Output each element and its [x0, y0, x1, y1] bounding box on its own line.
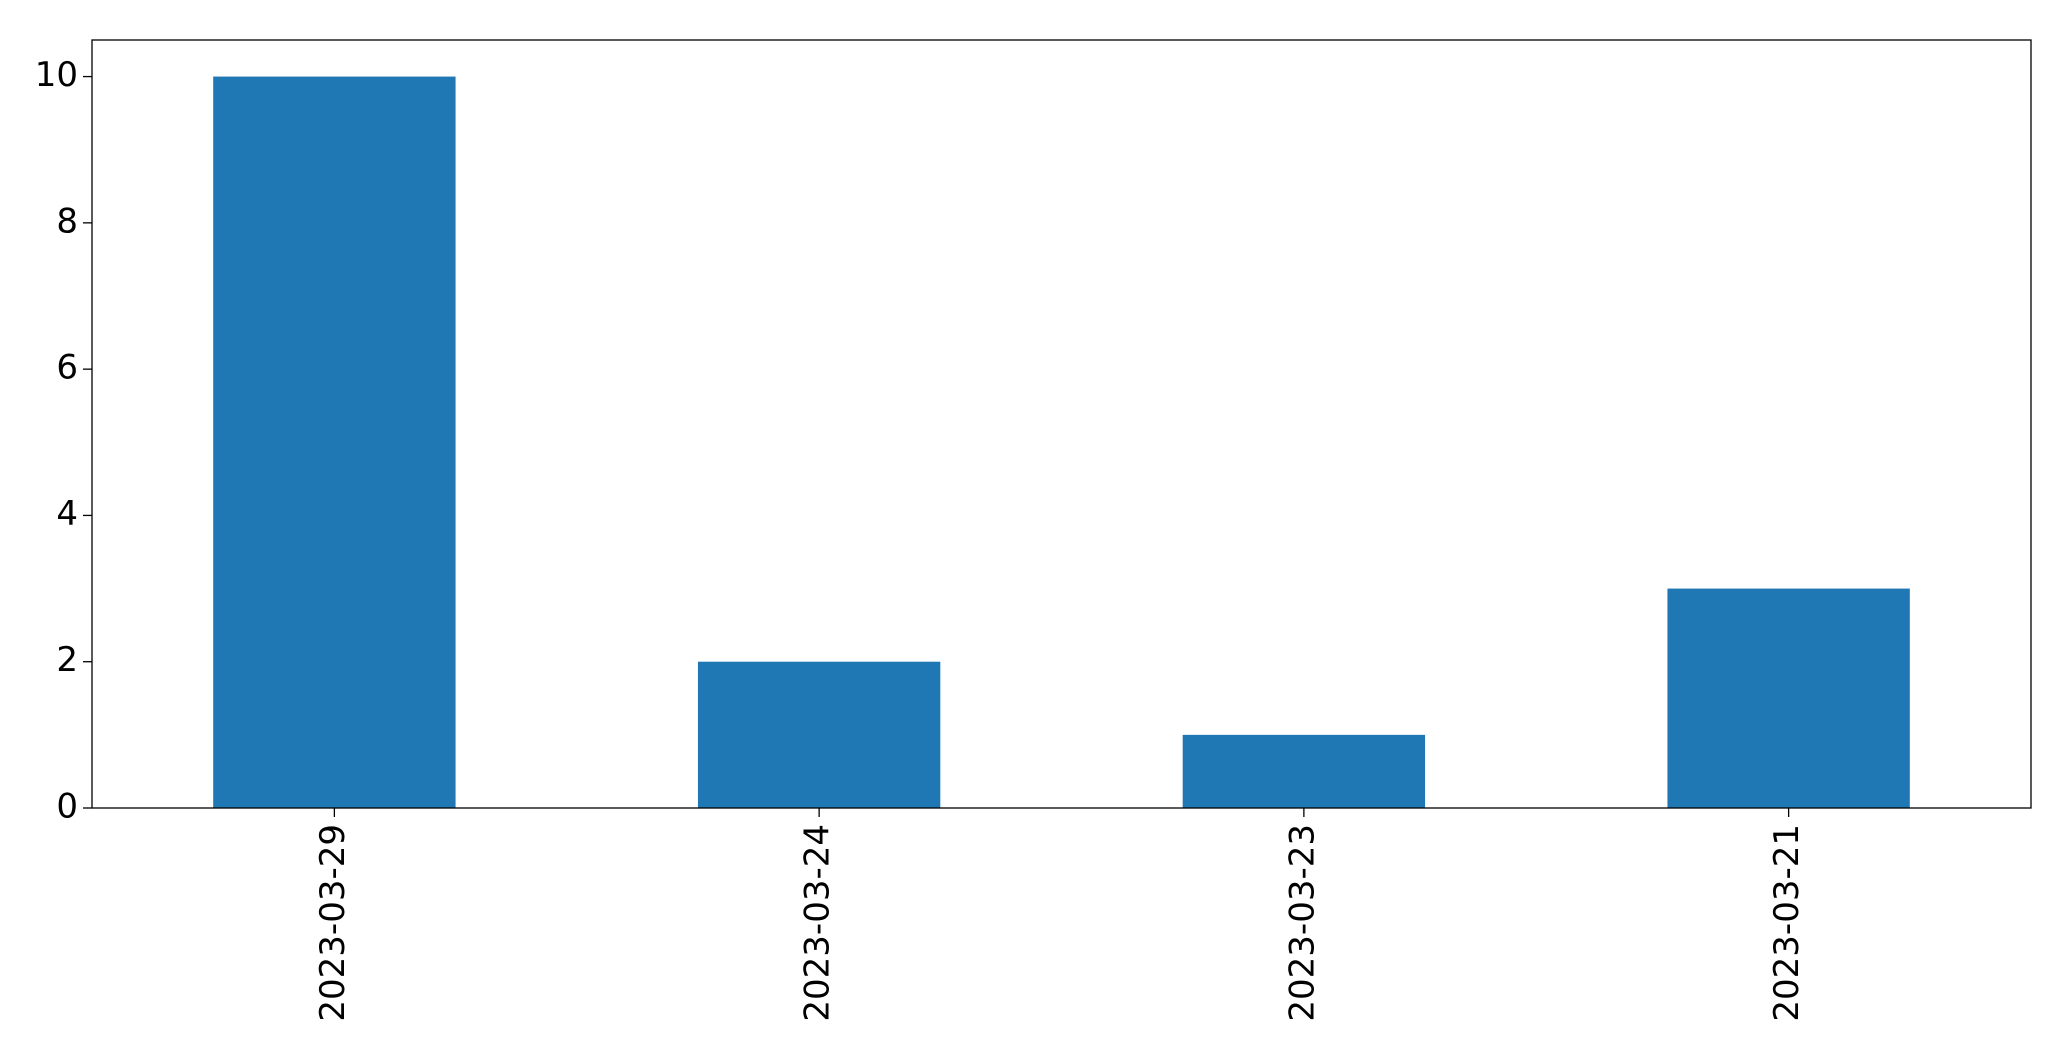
- y-tick-label: 2: [56, 640, 78, 680]
- y-tick-label: 8: [56, 201, 78, 241]
- bar: [213, 76, 456, 809]
- bar: [697, 661, 941, 808]
- bar: [1182, 734, 1426, 808]
- y-tick-label: 10: [35, 55, 78, 95]
- plot-frame: [91, 39, 2032, 809]
- bar: [1667, 588, 1910, 808]
- x-tick-label: 2023-03-29: [313, 824, 353, 1022]
- x-tick-label: 2023-03-24: [798, 824, 838, 1022]
- x-tick-label: 2023-03-21: [1767, 824, 1807, 1022]
- y-tick-label: 0: [56, 787, 78, 827]
- y-tick-label: 6: [56, 348, 78, 388]
- y-tick-label: 4: [56, 494, 78, 534]
- x-tick-label: 2023-03-23: [1282, 824, 1322, 1022]
